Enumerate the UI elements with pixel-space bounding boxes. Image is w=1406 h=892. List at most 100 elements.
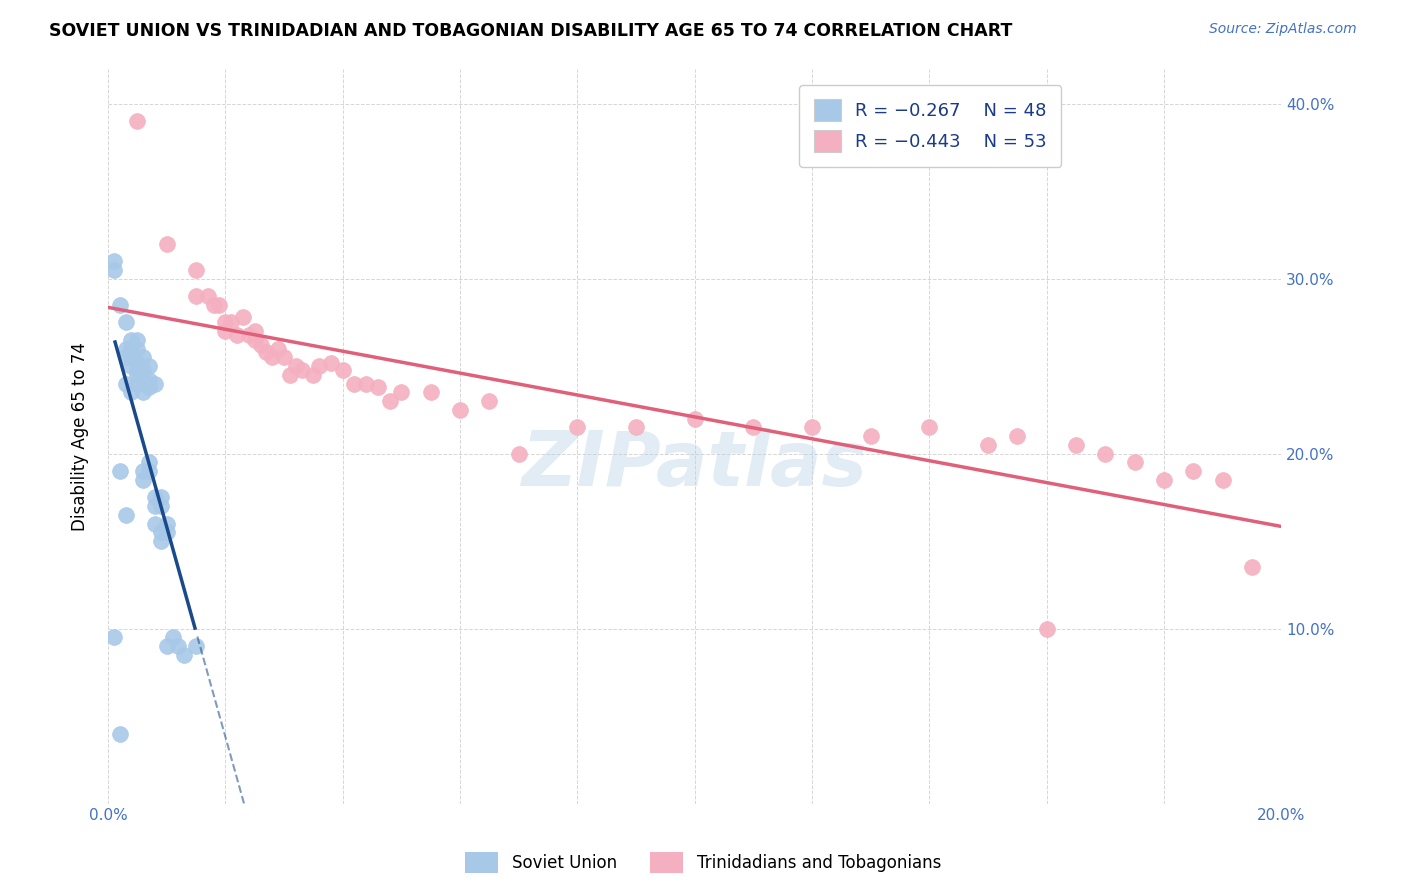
Point	[284, 359, 307, 373]
Point	[120, 333, 142, 347]
Point	[149, 525, 172, 540]
Point	[214, 324, 236, 338]
Legend: R = −0.267    N = 48, R = −0.443    N = 53: R = −0.267 N = 48, R = −0.443 N = 53	[799, 85, 1062, 167]
Text: Source: ZipAtlas.com: Source: ZipAtlas.com	[1209, 22, 1357, 37]
Point	[132, 473, 155, 487]
Point	[149, 491, 172, 505]
Point	[243, 324, 266, 338]
Point	[801, 420, 824, 434]
Point	[184, 262, 207, 277]
Point	[1153, 473, 1175, 487]
Point	[332, 362, 354, 376]
Point	[378, 394, 401, 409]
Point	[132, 464, 155, 478]
Y-axis label: Disability Age 65 to 74: Disability Age 65 to 74	[72, 342, 89, 531]
Point	[1123, 455, 1146, 469]
Point	[132, 362, 155, 376]
Point	[319, 355, 342, 369]
Text: SOVIET UNION VS TRINIDADIAN AND TOBAGONIAN DISABILITY AGE 65 TO 74 CORRELATION C: SOVIET UNION VS TRINIDADIAN AND TOBAGONI…	[49, 22, 1012, 40]
Point	[1064, 438, 1087, 452]
Point	[202, 298, 225, 312]
Point	[478, 394, 501, 409]
Point	[249, 338, 271, 352]
Point	[138, 359, 160, 373]
Point	[120, 385, 142, 400]
Point	[167, 639, 190, 653]
Point	[302, 368, 325, 382]
Point	[114, 342, 136, 356]
Point	[742, 420, 765, 434]
Point	[143, 376, 166, 391]
Point	[103, 631, 125, 645]
Point	[449, 402, 471, 417]
Point	[132, 351, 155, 365]
Point	[308, 359, 330, 373]
Point	[219, 315, 242, 329]
Point	[138, 380, 160, 394]
Point	[567, 420, 589, 434]
Point	[624, 420, 647, 434]
Point	[108, 464, 131, 478]
Point	[127, 333, 149, 347]
Point	[291, 362, 314, 376]
Point	[120, 342, 142, 356]
Point	[184, 289, 207, 303]
Point	[1035, 622, 1057, 636]
Point	[977, 438, 1000, 452]
Point	[859, 429, 882, 443]
Point	[208, 298, 231, 312]
Point	[243, 333, 266, 347]
Point	[149, 499, 172, 513]
Point	[238, 327, 260, 342]
Point	[127, 368, 149, 382]
Point	[138, 373, 160, 387]
Point	[389, 385, 412, 400]
Point	[1182, 464, 1205, 478]
Point	[114, 508, 136, 522]
Point	[149, 534, 172, 549]
Point	[114, 315, 136, 329]
Point	[103, 262, 125, 277]
Point	[343, 376, 366, 391]
Point	[683, 411, 706, 425]
Point	[1241, 560, 1264, 574]
Point	[103, 254, 125, 268]
Point	[173, 648, 195, 662]
Point	[127, 355, 149, 369]
Point	[254, 345, 277, 359]
Point	[419, 385, 441, 400]
Text: ZIPatlas: ZIPatlas	[522, 428, 868, 502]
Point	[1212, 473, 1234, 487]
Point	[156, 236, 179, 251]
Point	[1007, 429, 1029, 443]
Point	[918, 420, 941, 434]
Point	[127, 114, 149, 128]
Point	[508, 446, 530, 460]
Point	[120, 359, 142, 373]
Point	[184, 639, 207, 653]
Point	[143, 516, 166, 531]
Point	[108, 298, 131, 312]
Point	[127, 376, 149, 391]
Point	[132, 373, 155, 387]
Point	[232, 310, 254, 324]
Point	[267, 342, 290, 356]
Point	[156, 516, 179, 531]
Point	[214, 315, 236, 329]
Point	[138, 464, 160, 478]
Point	[114, 351, 136, 365]
Point	[156, 639, 179, 653]
Point	[114, 376, 136, 391]
Point	[1094, 446, 1116, 460]
Legend: Soviet Union, Trinidadians and Tobagonians: Soviet Union, Trinidadians and Tobagonia…	[458, 846, 948, 880]
Point	[262, 351, 284, 365]
Point	[156, 525, 179, 540]
Point	[120, 351, 142, 365]
Point	[367, 380, 389, 394]
Point	[127, 362, 149, 376]
Point	[278, 368, 301, 382]
Point	[138, 455, 160, 469]
Point	[226, 327, 249, 342]
Point	[132, 385, 155, 400]
Point	[354, 376, 377, 391]
